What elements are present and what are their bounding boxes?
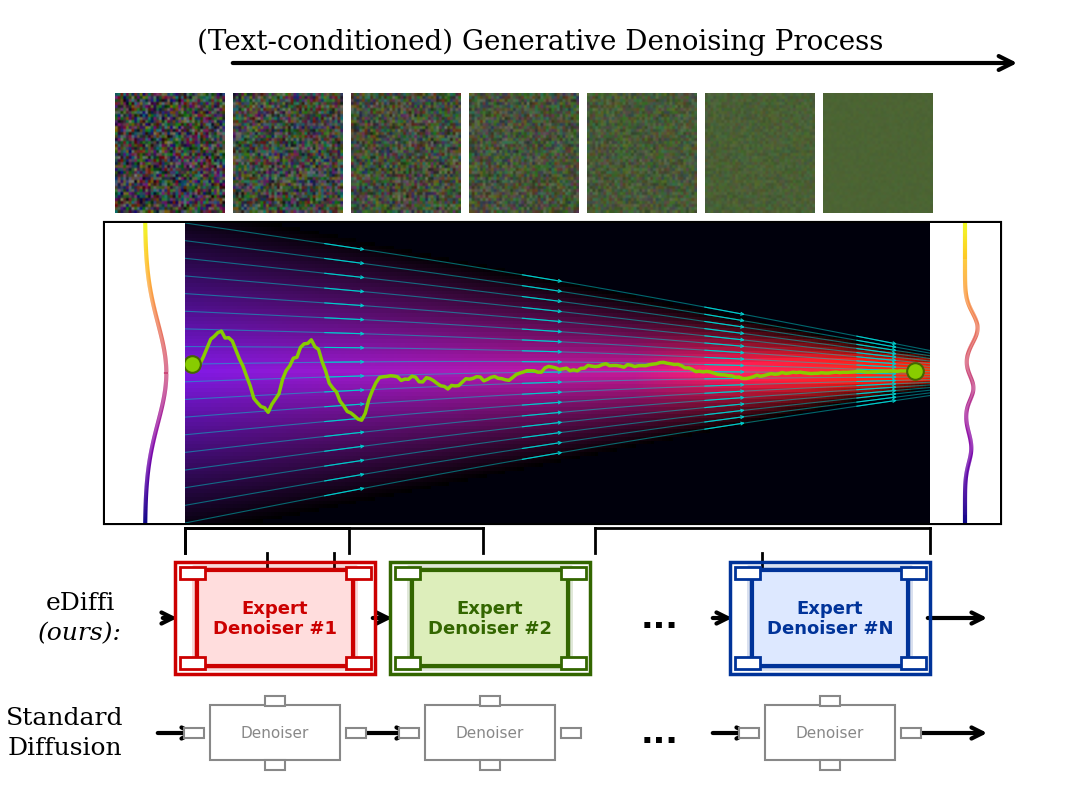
Text: Expert
Denoiser #N: Expert Denoiser #N	[767, 599, 893, 638]
Text: Standard: Standard	[6, 707, 124, 730]
Text: (Text-conditioned) Generative Denoising Process: (Text-conditioned) Generative Denoising …	[197, 29, 883, 56]
Text: Denoiser: Denoiser	[456, 726, 524, 740]
FancyBboxPatch shape	[233, 94, 343, 214]
FancyBboxPatch shape	[426, 705, 555, 760]
FancyBboxPatch shape	[265, 760, 285, 770]
Text: (ours):: (ours):	[38, 622, 122, 645]
Text: Denoiser: Denoiser	[241, 726, 309, 740]
FancyBboxPatch shape	[210, 705, 340, 760]
FancyBboxPatch shape	[180, 567, 205, 579]
FancyBboxPatch shape	[901, 567, 926, 579]
FancyBboxPatch shape	[399, 728, 419, 738]
Text: Expert
Denoiser #2: Expert Denoiser #2	[428, 599, 552, 638]
FancyBboxPatch shape	[411, 570, 568, 666]
FancyBboxPatch shape	[588, 94, 697, 214]
Text: eDiffi: eDiffi	[45, 592, 114, 615]
FancyBboxPatch shape	[407, 565, 573, 671]
FancyBboxPatch shape	[105, 224, 185, 524]
FancyBboxPatch shape	[735, 567, 760, 579]
FancyBboxPatch shape	[823, 94, 933, 214]
FancyBboxPatch shape	[750, 567, 912, 669]
FancyBboxPatch shape	[820, 696, 840, 706]
FancyBboxPatch shape	[180, 657, 205, 669]
FancyBboxPatch shape	[184, 728, 204, 738]
FancyBboxPatch shape	[480, 696, 500, 706]
FancyBboxPatch shape	[195, 569, 354, 667]
FancyBboxPatch shape	[901, 728, 921, 738]
Text: ...: ...	[642, 601, 679, 634]
FancyBboxPatch shape	[752, 570, 908, 666]
FancyBboxPatch shape	[751, 569, 909, 667]
FancyBboxPatch shape	[469, 94, 579, 214]
FancyBboxPatch shape	[351, 94, 461, 214]
FancyBboxPatch shape	[194, 567, 356, 669]
FancyBboxPatch shape	[395, 657, 420, 669]
FancyBboxPatch shape	[480, 760, 500, 770]
FancyBboxPatch shape	[765, 705, 895, 760]
FancyBboxPatch shape	[265, 696, 285, 706]
FancyBboxPatch shape	[561, 728, 581, 738]
FancyBboxPatch shape	[192, 565, 357, 671]
FancyBboxPatch shape	[735, 657, 760, 669]
Text: ...: ...	[642, 716, 679, 749]
FancyBboxPatch shape	[409, 567, 571, 669]
Text: Denoiser: Denoiser	[796, 726, 864, 740]
FancyBboxPatch shape	[105, 224, 1000, 524]
FancyBboxPatch shape	[395, 567, 420, 579]
FancyBboxPatch shape	[820, 760, 840, 770]
FancyBboxPatch shape	[561, 657, 586, 669]
FancyBboxPatch shape	[705, 94, 815, 214]
FancyBboxPatch shape	[901, 657, 926, 669]
FancyBboxPatch shape	[114, 94, 225, 214]
FancyBboxPatch shape	[346, 657, 372, 669]
FancyBboxPatch shape	[346, 728, 366, 738]
Text: Diffusion: Diffusion	[8, 736, 122, 760]
FancyBboxPatch shape	[411, 569, 569, 667]
FancyBboxPatch shape	[930, 224, 1000, 524]
Text: Expert
Denoiser #1: Expert Denoiser #1	[213, 599, 337, 638]
FancyBboxPatch shape	[197, 570, 353, 666]
FancyBboxPatch shape	[739, 728, 759, 738]
FancyBboxPatch shape	[346, 567, 372, 579]
FancyBboxPatch shape	[561, 567, 586, 579]
FancyBboxPatch shape	[747, 565, 913, 671]
